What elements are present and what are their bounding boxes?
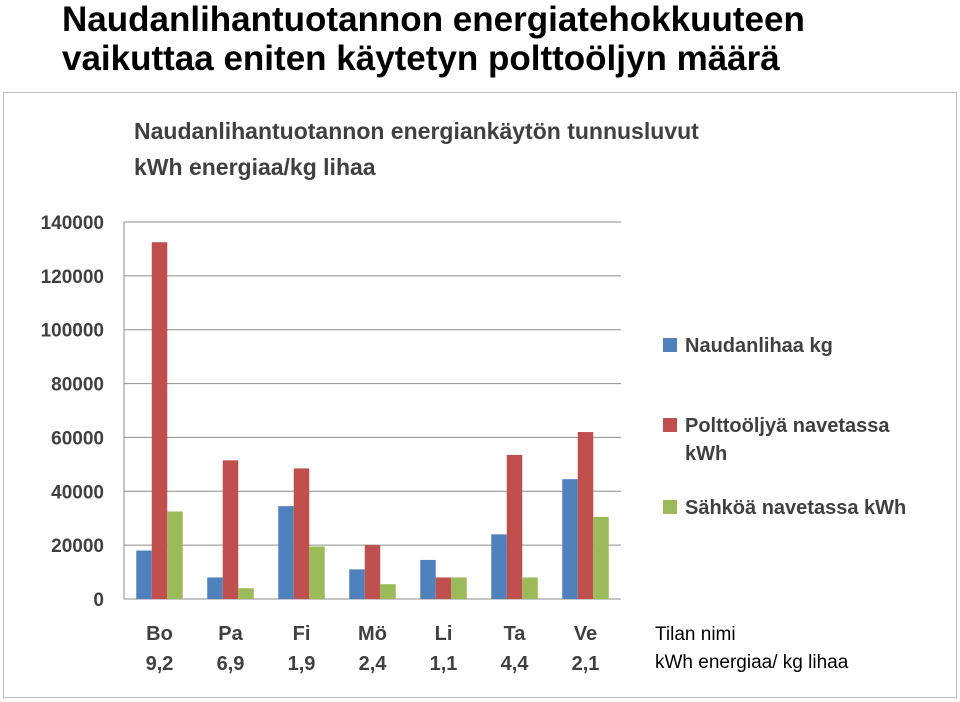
bar-beef-kg xyxy=(278,506,294,599)
bar-electricity-kwh xyxy=(451,577,467,599)
chart-frame: Naudanlihantuotannon energiankäytön tunn… xyxy=(3,92,957,698)
bar-fuel-oil-kwh xyxy=(435,577,452,599)
legend-label: Polttoöljyä navetassa xyxy=(685,415,890,437)
x-category-label: Ve xyxy=(574,623,597,645)
bar-fuel-oil-kwh xyxy=(506,454,523,599)
x-category-sublabel: 2,4 xyxy=(359,653,388,675)
y-tick-label: 0 xyxy=(93,590,104,611)
bar-beef-kg xyxy=(491,534,507,599)
x-axis-note-line-1: Tilan nimi xyxy=(655,624,736,645)
x-axis-note-line-2: kWh energiaa/ kg lihaa xyxy=(655,652,849,673)
bar-electricity-kwh xyxy=(167,511,183,599)
chart-subtitle: kWh energiaa/kg lihaa xyxy=(134,154,376,180)
bar-electricity-kwh xyxy=(309,546,325,599)
bar-electricity-kwh xyxy=(522,577,538,599)
x-category-sublabel: 4,4 xyxy=(501,653,530,675)
bar-fuel-oil-kwh xyxy=(577,432,594,599)
x-category-label: Ta xyxy=(504,623,527,645)
bar-beef-kg xyxy=(136,550,152,599)
y-tick-label: 80000 xyxy=(51,375,104,396)
x-category-sublabel: 1,1 xyxy=(430,653,458,675)
x-category-label: Fi xyxy=(293,623,311,645)
legend-swatch xyxy=(663,338,677,352)
x-category-sublabel: 9,2 xyxy=(146,653,174,675)
y-tick-label: 120000 xyxy=(41,267,104,288)
x-category-sublabel: 6,9 xyxy=(217,653,245,675)
bar-fuel-oil-kwh xyxy=(222,460,239,599)
slide-title-line-1: Naudanlihantuotannon energiatehokkuuteen xyxy=(62,0,805,39)
bar-beef-kg xyxy=(562,479,578,599)
bar-beef-kg xyxy=(420,559,436,599)
bar-electricity-kwh xyxy=(593,516,609,599)
x-category-label: Bo xyxy=(146,623,173,645)
y-tick-label: 140000 xyxy=(41,213,104,234)
bar-fuel-oil-kwh xyxy=(364,545,381,599)
x-category-sublabel: 1,9 xyxy=(288,653,316,675)
chart-title: Naudanlihantuotannon energiankäytön tunn… xyxy=(134,118,699,144)
legend-label: Sähköä navetassa kWh xyxy=(685,497,906,519)
bar-fuel-oil-kwh xyxy=(151,242,168,600)
legend-label: Naudanlihaa kg xyxy=(685,335,833,357)
x-category-label: Li xyxy=(435,623,453,645)
legend-swatch xyxy=(663,500,677,514)
bar-fuel-oil-kwh xyxy=(293,468,310,599)
slide-title-line-2: vaikuttaa eniten käytetyn polttoöljyn mä… xyxy=(62,39,780,78)
slide-title: Naudanlihantuotannon energiatehokkuuteen… xyxy=(62,0,952,78)
bar-beef-kg xyxy=(349,569,365,599)
x-category-sublabel: 2,1 xyxy=(572,653,600,675)
bar-beef-kg xyxy=(207,577,223,599)
y-tick-label: 100000 xyxy=(41,321,104,342)
legend-swatch xyxy=(663,418,677,432)
y-tick-label: 20000 xyxy=(51,536,104,557)
legend-label-cont: kWh xyxy=(685,443,727,465)
x-category-label: Mö xyxy=(358,623,387,645)
y-tick-label: 60000 xyxy=(51,428,104,449)
bar-electricity-kwh xyxy=(238,588,254,599)
bar-electricity-kwh xyxy=(380,584,396,599)
x-category-label: Pa xyxy=(218,623,243,645)
bar-chart: Naudanlihantuotannon energiankäytön tunn… xyxy=(41,118,907,675)
y-tick-label: 40000 xyxy=(51,482,104,503)
